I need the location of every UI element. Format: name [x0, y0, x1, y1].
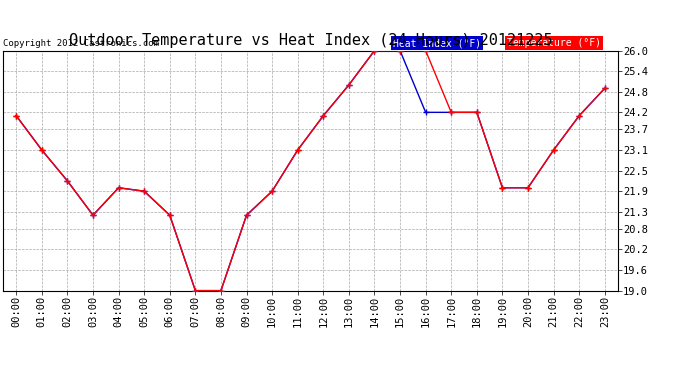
Text: Copyright 2012 Castronics.com: Copyright 2012 Castronics.com [3, 39, 159, 48]
Text: Temperature (°F): Temperature (°F) [507, 38, 601, 48]
Title: Outdoor Temperature vs Heat Index (24 Hours) 20121225: Outdoor Temperature vs Heat Index (24 Ho… [69, 33, 552, 48]
Text: Heat Index (°F): Heat Index (°F) [393, 38, 482, 48]
